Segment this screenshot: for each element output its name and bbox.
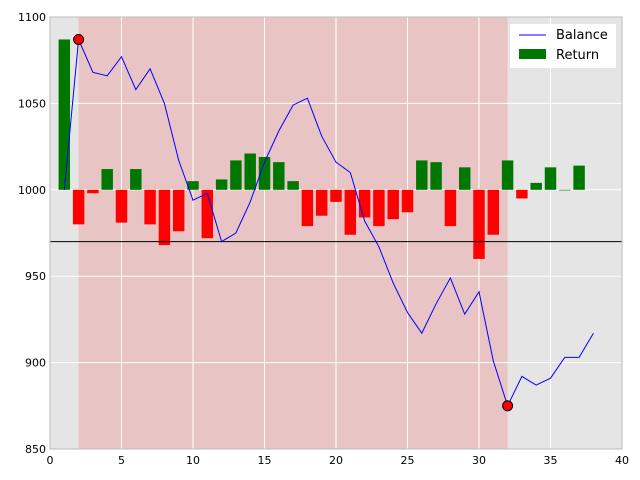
return-bar [201,189,214,239]
return-bar [358,189,371,218]
return-bar [130,169,142,190]
x-tick-label: 25 [401,454,415,467]
x-tick-label: 15 [258,454,272,467]
return-bar [315,189,328,216]
legend-return-swatch [519,49,546,59]
extreme-marker [73,33,85,45]
return-bar [573,165,585,190]
return-bar [344,189,357,235]
legend: Balance Return [510,24,616,68]
return-bar [172,189,185,232]
return-bar [287,181,299,190]
return-bar [244,153,256,190]
return-bar [387,189,399,220]
y-tick-label: 850 [25,443,46,456]
return-bar [115,189,128,223]
legend-box [510,24,616,68]
return-bar [144,189,156,225]
return-bar [544,167,557,190]
return-bar [187,181,199,190]
return-bar [58,39,71,190]
return-bar [401,189,414,213]
y-tick-label: 950 [25,270,46,283]
return-bar [330,189,342,202]
balance-line [63,37,594,408]
extreme-marker [502,400,514,412]
x-tick-label: 0 [47,454,54,467]
x-tick-label: 5 [118,454,125,467]
return-bar [230,160,242,190]
legend-balance-label: Balance [556,28,608,43]
plot-frame [49,16,623,450]
return-bar [158,189,171,246]
x-tick-label: 10 [186,454,200,467]
return-bar [430,162,442,190]
y-tick-label: 900 [25,357,46,370]
y-tick-label: 1100 [18,11,46,24]
return-bar [501,160,514,190]
return-bar [301,189,314,227]
return-bar [473,189,485,259]
return-bar [416,160,428,190]
return-bar [273,162,285,190]
legend-return-label: Return [556,48,599,63]
return-bar [101,169,113,190]
return-bar [373,189,385,227]
return-bar [530,182,542,190]
return-bar [487,189,500,235]
x-tick-label: 20 [329,454,343,467]
x-tick-label: 35 [544,454,558,467]
return-bar [559,189,571,191]
return-bar [72,189,85,225]
y-tick-label: 1050 [18,97,46,110]
x-tick-label: 40 [615,454,629,467]
highlight-span [78,17,508,449]
return-bar [215,179,228,190]
y-tick-label: 1000 [18,184,46,197]
x-tick-label: 30 [472,454,486,467]
return-bar [444,189,457,227]
return-bar [87,189,99,194]
return-bar [458,167,471,190]
return-bar [516,189,528,199]
return-bar [258,156,271,190]
